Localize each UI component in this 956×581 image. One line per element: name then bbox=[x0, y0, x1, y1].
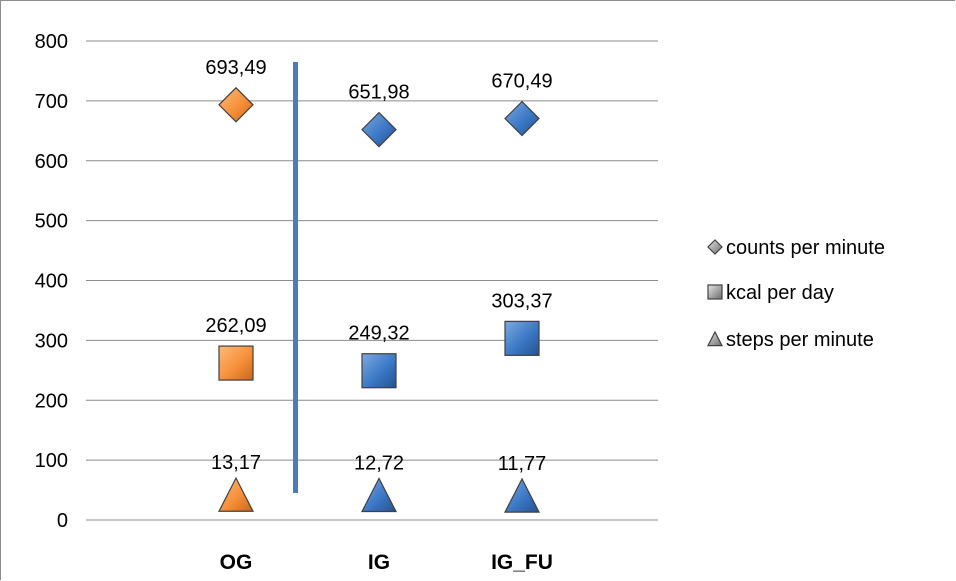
x-category-label: IG bbox=[368, 551, 390, 574]
triangle-point bbox=[504, 477, 540, 513]
legend-label: counts per minute bbox=[726, 237, 885, 259]
x-category-label: OG bbox=[220, 551, 253, 574]
y-tick-label: 800 bbox=[35, 31, 68, 53]
data-label: 693,49 bbox=[205, 57, 266, 79]
y-tick-label: 300 bbox=[35, 330, 68, 352]
y-tick-label: 600 bbox=[35, 151, 68, 173]
diamond-point bbox=[218, 86, 254, 123]
legend-label: steps per minute bbox=[726, 329, 874, 351]
square-point bbox=[218, 345, 254, 381]
data-label: 262,09 bbox=[205, 315, 266, 337]
square-point bbox=[504, 320, 540, 356]
y-tick-label: 0 bbox=[57, 510, 68, 532]
data-points bbox=[218, 86, 540, 513]
y-tick-label: 100 bbox=[35, 450, 68, 472]
data-label: 249,32 bbox=[348, 323, 409, 345]
diamond-point bbox=[504, 100, 540, 137]
data-label: 303,37 bbox=[491, 290, 552, 312]
data-label: 11,77 bbox=[498, 453, 547, 475]
legend-triangle-icon bbox=[707, 330, 723, 347]
x-axis-categories: OG IG IG_FU bbox=[220, 551, 553, 574]
triangle-point bbox=[218, 476, 254, 512]
legend-label: kcal per day bbox=[726, 282, 834, 304]
data-label: 12,72 bbox=[354, 452, 404, 474]
diamond-point bbox=[361, 111, 397, 148]
y-tick-label: 400 bbox=[35, 271, 68, 293]
data-label: 651,98 bbox=[348, 82, 409, 104]
legend: counts per minute kcal per day steps per m… bbox=[707, 237, 885, 351]
legend-square-icon bbox=[707, 284, 723, 300]
y-axis-ticks: 0 100 200 300 400 500 600 700 800 bbox=[35, 31, 68, 532]
data-labels: 693,49 651,98 670,49 262,09 249,32 303,37 13,1… bbox=[205, 57, 552, 475]
y-tick-label: 200 bbox=[35, 390, 68, 412]
y-tick-label: 700 bbox=[35, 91, 68, 113]
y-tick-label: 500 bbox=[35, 211, 68, 233]
data-label: 670,49 bbox=[491, 71, 552, 93]
data-label: 13,17 bbox=[211, 452, 261, 474]
square-point bbox=[361, 353, 397, 389]
legend-diamond-icon bbox=[707, 239, 723, 255]
triangle-point bbox=[361, 477, 397, 513]
gridlines bbox=[86, 40, 658, 521]
x-category-label: IG_FU bbox=[491, 551, 553, 574]
